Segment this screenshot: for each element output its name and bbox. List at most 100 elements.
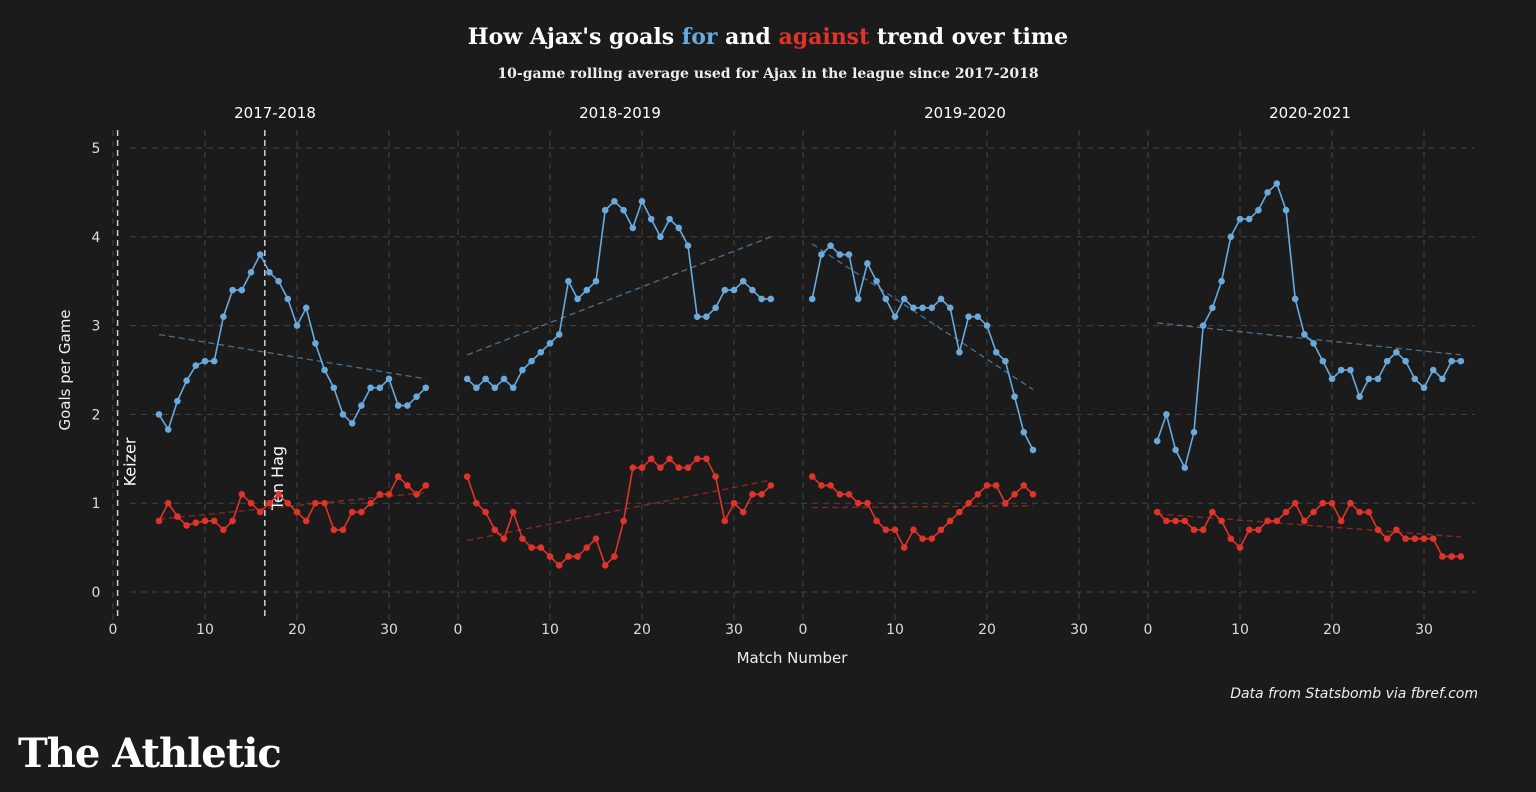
data-point-against [192, 519, 200, 527]
data-point-for [1374, 375, 1382, 383]
data-point-against [1429, 535, 1437, 543]
data-point-for [1448, 357, 1455, 365]
data-point-for [767, 295, 775, 303]
title-against-word: against [778, 24, 870, 50]
data-point-against [836, 491, 844, 498]
brand-logo: The Athletic [18, 730, 282, 777]
data-point-against [1002, 499, 1009, 507]
data-point-against [1402, 535, 1409, 543]
data-point-for [808, 295, 816, 303]
x-tick-label: 30 [725, 622, 743, 638]
data-point-for [229, 286, 236, 294]
data-point-for [330, 384, 338, 392]
data-point-against [256, 508, 264, 516]
data-point-against [275, 491, 282, 498]
data-point-against [882, 526, 890, 534]
data-point-for [1402, 357, 1409, 365]
data-point-for [739, 277, 747, 285]
x-tick-label: 0 [109, 622, 118, 638]
data-point-for [422, 384, 430, 392]
data-point-for [473, 384, 480, 392]
data-point-against [910, 526, 917, 534]
data-point-against [164, 499, 172, 507]
data-point-against [1029, 491, 1037, 498]
data-point-for [1319, 357, 1327, 365]
panel-title: 2020-2021 [1269, 104, 1351, 122]
data-point-against [946, 517, 954, 525]
title-for-word: for [681, 24, 718, 50]
data-point-against [919, 535, 926, 543]
data-point-for [1393, 348, 1400, 356]
data-point-for [974, 313, 982, 321]
data-point-against [1227, 535, 1235, 543]
data-point-against [312, 499, 319, 507]
trend-line-for [466, 236, 772, 356]
data-point-for [183, 377, 190, 384]
panel-title: 2017-2018 [234, 104, 316, 122]
series-line-for [466, 199, 771, 390]
data-point-against [1393, 526, 1400, 534]
trend-line-for [811, 243, 1034, 391]
y-tick-label: 1 [92, 496, 101, 512]
series-line-for [811, 244, 1034, 451]
data-point-for [684, 242, 692, 249]
data-point-for [1153, 437, 1161, 445]
data-point-for [712, 304, 719, 312]
data-point-for [910, 304, 917, 312]
data-point-against [519, 535, 526, 543]
data-point-against [1365, 508, 1373, 516]
data-point-for [1347, 366, 1354, 374]
title-suffix: trend over time [869, 24, 1069, 50]
data-point-for [574, 295, 581, 303]
trend-line-against [158, 491, 426, 520]
data-point-against [1439, 553, 1446, 560]
data-point-against [647, 455, 655, 463]
data-point-for [256, 251, 264, 258]
manager-label: Keizer [121, 437, 140, 486]
data-point-for [749, 286, 756, 294]
data-point-for [463, 375, 471, 383]
data-point-for [376, 384, 384, 392]
data-point-against [1282, 508, 1290, 516]
x-tick-label: 30 [1415, 622, 1433, 638]
data-point-for [339, 411, 347, 418]
data-point-for [1439, 375, 1446, 383]
data-point-against [712, 473, 719, 480]
data-point-against [1356, 508, 1363, 516]
data-point-for [321, 366, 328, 374]
data-point-against [266, 499, 273, 507]
trend-line-for [158, 333, 426, 380]
trend-line-against [467, 479, 771, 542]
data-point-against [1218, 517, 1225, 525]
data-point-against [845, 491, 853, 498]
data-point-against [1337, 517, 1345, 525]
panel-title: 2019-2020 [924, 104, 1006, 122]
y-tick-label: 4 [92, 230, 101, 246]
data-point-for [312, 340, 319, 347]
data-point-for [528, 357, 535, 365]
data-point-against [229, 517, 236, 525]
data-point-against [721, 517, 729, 525]
data-point-for [891, 313, 899, 321]
data-point-for [919, 304, 926, 312]
data-point-for [965, 313, 972, 321]
data-point-against [247, 499, 255, 507]
data-point-for [854, 295, 862, 303]
data-point-for [275, 277, 282, 285]
data-point-against [1181, 517, 1189, 525]
data-point-against [238, 491, 246, 498]
data-point-against [703, 455, 710, 463]
data-point-against [1209, 508, 1216, 516]
data-point-against [302, 517, 310, 525]
data-point-for [367, 384, 374, 392]
data-point-for [620, 206, 627, 214]
trend-line-against [1157, 513, 1461, 538]
data-point-against [201, 517, 209, 525]
data-point-for [1255, 206, 1262, 214]
data-point-against [629, 464, 637, 471]
x-tick-label: 20 [978, 622, 996, 638]
x-tick-label: 10 [886, 622, 904, 638]
data-point-against [592, 535, 600, 543]
data-point-for [818, 251, 825, 258]
data-point-for [348, 419, 356, 427]
